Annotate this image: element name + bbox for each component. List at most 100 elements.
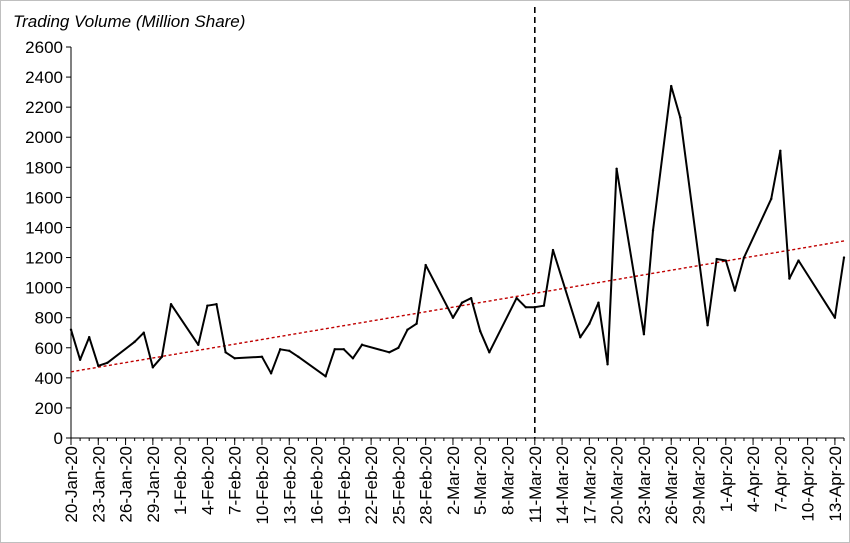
- x-tick-label: 25-Feb-20: [389, 446, 408, 524]
- data-point: [406, 328, 409, 331]
- x-tick-label: 2-Mar-20: [444, 446, 463, 515]
- data-point: [770, 197, 773, 201]
- data-point: [269, 372, 273, 375]
- data-point: [206, 304, 209, 307]
- data-point: [524, 305, 527, 309]
- data-point: [133, 340, 136, 343]
- data-point: [106, 361, 109, 365]
- x-tick-label: 13-Apr-20: [826, 446, 845, 522]
- x-tick-label: 19-Feb-20: [335, 446, 354, 524]
- x-tick-label: 17-Mar-20: [580, 446, 599, 524]
- y-tick-label: 200: [35, 399, 63, 418]
- data-point: [451, 316, 455, 319]
- data-point: [706, 324, 709, 327]
- x-tick-label: 20-Mar-20: [608, 446, 627, 524]
- data-point: [779, 149, 782, 152]
- x-tick-label: 29-Jan-20: [144, 446, 163, 523]
- chart-title: Trading Volume (Million Share): [13, 12, 246, 31]
- x-tick-label: 23-Mar-20: [635, 446, 654, 524]
- data-point: [233, 357, 236, 360]
- series-line: [70, 85, 845, 378]
- x-tick-label: 10-Apr-20: [799, 446, 818, 522]
- data-point: [388, 351, 391, 354]
- data-point: [797, 259, 800, 262]
- data-point: [733, 289, 737, 292]
- data-point: [515, 296, 518, 300]
- data-point: [615, 167, 618, 171]
- y-tick-label: 2200: [25, 98, 63, 117]
- y-tick-label: 1200: [25, 249, 63, 268]
- data-point: [87, 336, 91, 339]
- y-tick-label: 600: [35, 339, 63, 358]
- data-point: [151, 366, 155, 369]
- data-point: [197, 343, 200, 346]
- data-point: [215, 302, 218, 306]
- data-point: [588, 322, 591, 325]
- data-point: [715, 257, 718, 261]
- data-point: [297, 355, 300, 358]
- x-tick-label: 16-Feb-20: [308, 446, 327, 524]
- x-tick-label: 11-Mar-20: [526, 446, 545, 523]
- data-point: [342, 348, 346, 351]
- data-point: [324, 375, 327, 378]
- data-point: [278, 348, 282, 351]
- data-point: [142, 331, 145, 334]
- y-tick-label: 1000: [25, 279, 63, 298]
- data-point: [415, 322, 418, 325]
- data-point: [579, 336, 582, 339]
- x-tick-label: 29-Mar-20: [689, 446, 708, 524]
- data-point: [533, 305, 536, 309]
- x-tick-label: 5-Mar-20: [471, 446, 490, 515]
- x-tick-label: 23-Jan-20: [89, 446, 108, 523]
- data-point: [160, 355, 164, 358]
- data-point: [606, 363, 609, 366]
- y-tick-label: 1400: [25, 218, 63, 237]
- data-point: [479, 330, 482, 333]
- y-tick-label: 1800: [25, 158, 63, 177]
- x-tick-label: 26-Jan-20: [117, 446, 136, 523]
- data-point: [670, 84, 673, 88]
- x-tick-label: 28-Feb-20: [417, 446, 436, 524]
- x-tick-label: 1-Feb-20: [171, 446, 190, 515]
- data-point: [488, 351, 491, 354]
- y-tick-label: 800: [35, 309, 63, 328]
- y-tick-label: 1600: [25, 188, 63, 207]
- data-point: [679, 116, 682, 119]
- x-tick-label: 4-Apr-20: [744, 446, 763, 512]
- y-tick-label: 2000: [25, 128, 63, 147]
- x-tick-label: 1-Apr-20: [717, 446, 736, 512]
- data-point: [351, 357, 355, 360]
- data-point: [69, 328, 73, 331]
- data-point: [333, 348, 336, 351]
- x-tick-label: 10-Feb-20: [253, 446, 272, 524]
- data-point: [78, 358, 82, 361]
- data-point: [551, 248, 555, 252]
- y-tick-label: 400: [35, 369, 63, 388]
- data-point: [460, 301, 464, 304]
- data-point: [97, 364, 100, 368]
- data-point: [542, 304, 546, 307]
- x-tick-label: 13-Feb-20: [280, 446, 299, 524]
- data-point: [360, 343, 364, 346]
- x-tick-label: 7-Apr-20: [771, 446, 790, 512]
- x-tick-label: 22-Feb-20: [362, 446, 381, 524]
- x-tick-label: 8-Mar-20: [499, 446, 518, 515]
- trendline: [70, 240, 845, 373]
- x-tick-label: 4-Feb-20: [198, 446, 217, 515]
- data-point: [224, 351, 227, 354]
- data-point: [424, 263, 427, 267]
- y-tick-label: 2400: [25, 68, 63, 87]
- data-point: [651, 229, 655, 232]
- data-point: [642, 333, 646, 336]
- data-point: [742, 256, 746, 259]
- data-point: [842, 256, 846, 259]
- x-tick-label: 20-Jan-20: [62, 446, 81, 523]
- data-point: [597, 301, 600, 304]
- data-point: [260, 355, 264, 358]
- data-point: [169, 302, 173, 306]
- data-point: [833, 316, 837, 319]
- y-tick-label: 0: [54, 429, 63, 448]
- y-tick-label: 2600: [25, 38, 63, 57]
- data-point: [788, 277, 791, 280]
